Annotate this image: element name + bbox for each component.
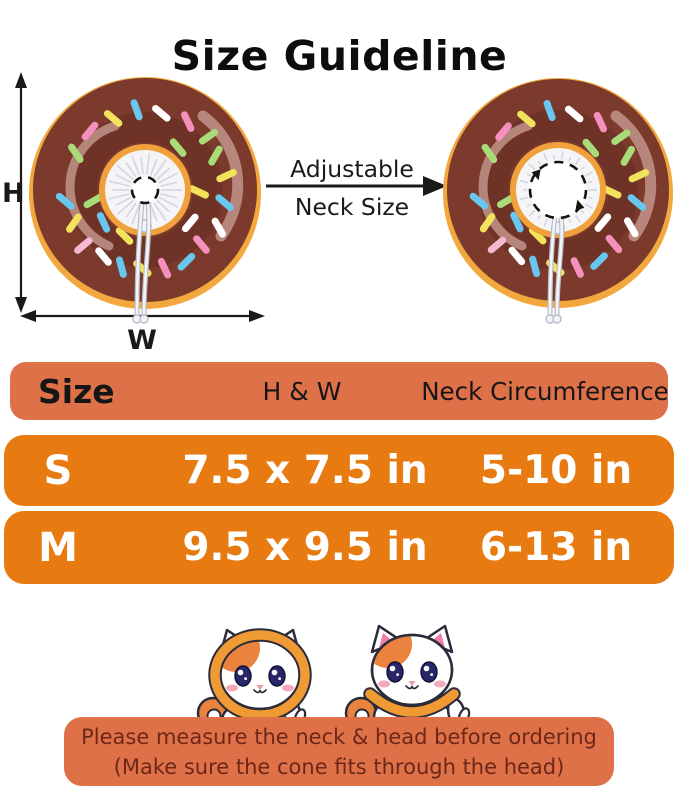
sprinkle [211, 217, 227, 238]
sprinkle [590, 252, 608, 270]
table-row-size-m: M 9.5 x 9.5 in 6-13 in [4, 511, 674, 584]
sprinkle [495, 122, 512, 141]
header-neck-circumference: Neck Circumference [421, 376, 669, 406]
row-m-neck: 6-13 in [479, 525, 633, 570]
height-arrow [15, 72, 27, 313]
sprinkle [564, 105, 584, 123]
cat-eye [386, 661, 404, 683]
sprinkle [469, 192, 489, 210]
row-m-size: M [38, 524, 78, 571]
cat-fur-patch [372, 635, 412, 668]
sprinkle [528, 226, 547, 245]
sprinkle [510, 211, 524, 233]
sprinkle [55, 192, 75, 210]
sprinkle [181, 111, 195, 132]
header-size: Size [38, 371, 115, 411]
cat-eye [234, 665, 252, 687]
drawstring [545, 213, 565, 324]
sprinkle [600, 185, 622, 199]
sprinkle [177, 252, 196, 271]
sprinkle [181, 213, 199, 233]
width-label: W [127, 325, 157, 356]
note-line-2: (Make sure the cone fits through the hea… [113, 754, 565, 779]
sprinkle [570, 257, 584, 278]
sprinkle [605, 234, 623, 254]
sprinkle [188, 185, 209, 199]
sprinkle [479, 213, 496, 233]
sprinkle [115, 256, 127, 278]
note-line-1: Please measure the neck & head before or… [81, 724, 597, 749]
size-table-header: Size H & W Neck Circumference [10, 362, 669, 420]
page-title: Size Guideline [171, 32, 508, 81]
sprinkle [623, 217, 639, 238]
sprinkle [157, 257, 172, 279]
sprinkle [103, 110, 123, 127]
donut-measurement-diagram: H W Adjustable Neck Size [2, 72, 673, 356]
sprinkle [628, 169, 650, 183]
sprinkle [529, 255, 541, 278]
donut [29, 77, 261, 324]
sprinkle [193, 235, 210, 254]
sprinkle [517, 110, 536, 128]
sprinkle [96, 212, 111, 233]
sprinkle [81, 121, 99, 141]
header-hw: H & W [262, 376, 342, 406]
sprinkle [169, 138, 187, 157]
adjustable-neck-arrow [266, 176, 447, 196]
sprinkle [582, 138, 600, 158]
neck-hole-dashed-circle [528, 160, 588, 220]
cat-eye [268, 665, 286, 687]
sprinkle [508, 246, 526, 266]
sprinkle [611, 129, 631, 146]
sprinkle [152, 104, 171, 122]
sprinkle [620, 145, 636, 166]
sprinkle [216, 168, 237, 183]
row-s-hw: 7.5 x 7.5 in [182, 448, 428, 493]
donut [443, 78, 673, 324]
row-s-size: S [43, 447, 73, 494]
measure-note: Please measure the neck & head before or… [64, 717, 614, 786]
sprinkle [627, 194, 647, 211]
sprinkle [487, 236, 507, 254]
sprinkle [95, 247, 112, 266]
sprinkle [115, 227, 134, 245]
row-s-neck: 5-10 in [479, 448, 633, 493]
adjustable-label-bottom: Neck Size [295, 193, 409, 221]
neck-hole-dashed-circle [130, 175, 160, 205]
sprinkle [74, 237, 93, 254]
cat-eye [420, 661, 438, 683]
table-row-size-s: S 7.5 x 7.5 in 5-10 in [4, 435, 674, 506]
adjustable-label-top: Adjustable [290, 155, 414, 183]
donut-cone-small-neck-hole [29, 77, 261, 324]
height-label: H [2, 178, 25, 209]
donut-cone-expanded-neck-hole [443, 78, 673, 324]
sprinkle [83, 193, 104, 209]
sprinkle [215, 194, 234, 211]
sprinkle [543, 99, 556, 122]
sprinkle [593, 111, 608, 133]
sprinkle [208, 145, 223, 166]
sprinkle [66, 213, 82, 233]
sprinkle [481, 143, 498, 164]
sprinkle [198, 128, 219, 145]
row-m-hw: 9.5 x 9.5 in [182, 525, 428, 570]
drawstring [132, 198, 152, 324]
sprinkle [67, 143, 84, 163]
sprinkle [130, 99, 143, 121]
sprinkle [594, 213, 612, 232]
